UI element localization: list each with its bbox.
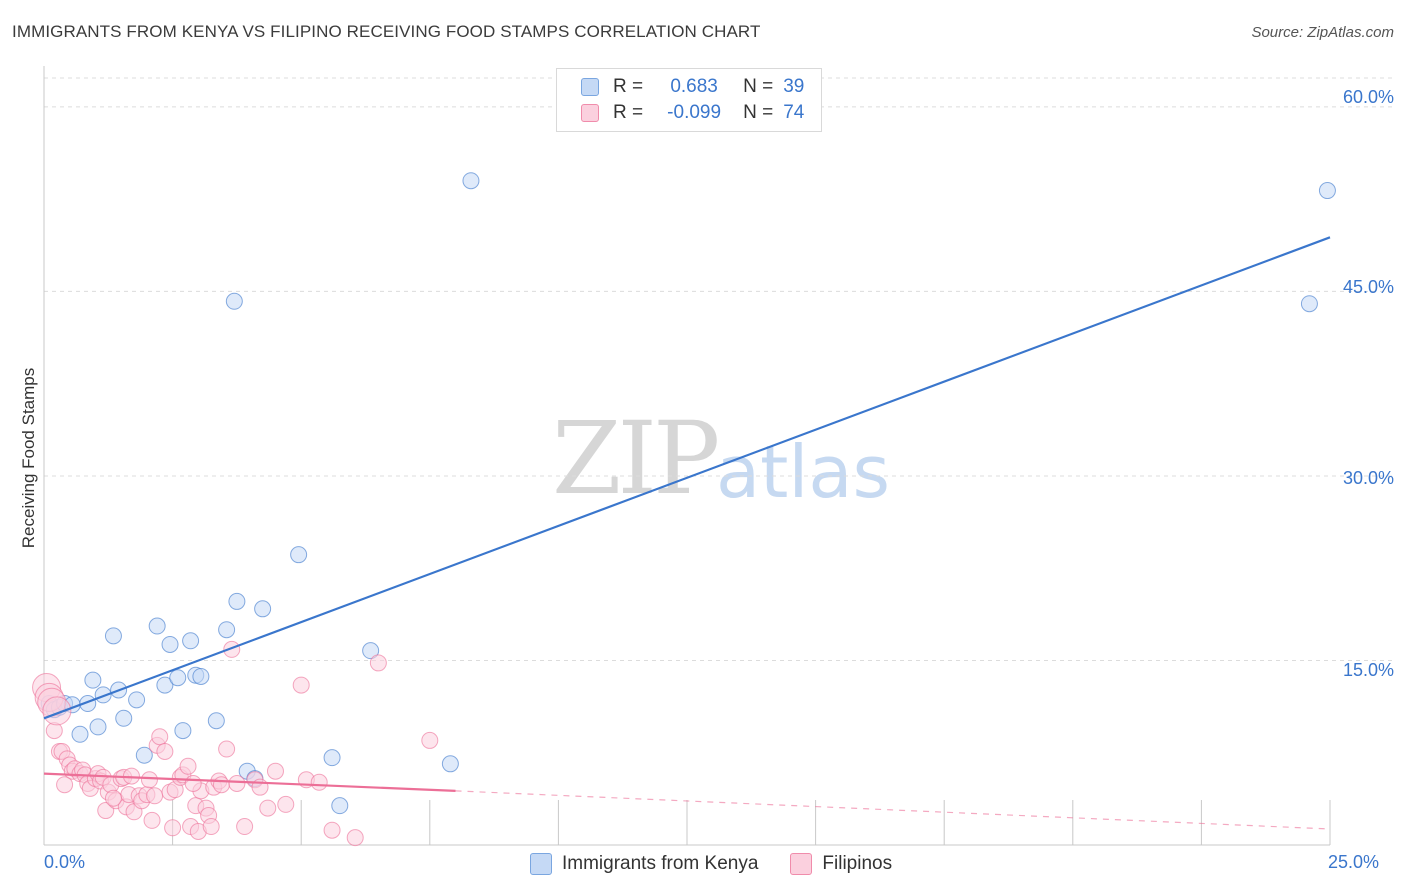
kenya-point-16	[156, 676, 174, 694]
kenya-point-29	[254, 600, 272, 618]
filipinos-point-61	[259, 799, 277, 817]
kenya-point-36	[1300, 295, 1318, 313]
filipinos-point-44	[179, 757, 197, 775]
filipinos-point-38	[156, 743, 174, 761]
kenya-point-25	[225, 292, 243, 310]
watermark-atlas: atlas	[716, 430, 890, 514]
filipinos-point-70	[421, 731, 439, 749]
filipinos-point-33	[140, 771, 158, 789]
filipinos-point-63	[277, 795, 295, 813]
legend-item-kenya: Immigrants from Kenya	[530, 853, 758, 875]
kenya-point-22	[192, 667, 210, 685]
filipinos-point-67	[323, 821, 341, 839]
filipinos-point-51	[202, 818, 220, 836]
filipinos-point-64	[292, 676, 310, 694]
legend-row-filipinos: R = -0.099 N = 74	[581, 101, 804, 125]
filipinos-point-57	[228, 774, 246, 792]
filipinos-point-20	[97, 802, 115, 820]
filipinos-point-37	[151, 728, 169, 746]
kenya-point-17	[161, 635, 179, 653]
kenya-point-32	[331, 797, 349, 815]
correlation-legend: R = 0.683 N = 39 R = -0.099 N = 74	[556, 68, 822, 132]
kenya-point-34	[441, 755, 459, 773]
kenya-point-20	[182, 632, 200, 650]
kenya-point-33	[362, 642, 380, 660]
kenya-n-value: 39	[783, 76, 805, 97]
filipinos-point-55	[218, 740, 236, 758]
legend-item-filipinos: Filipinos	[790, 853, 892, 875]
x-tick-max: 25.0%	[1328, 852, 1380, 872]
filipinos-trendline	[43, 772, 456, 792]
filipinos-point-73	[184, 774, 202, 792]
legend-kenya-swatch	[530, 853, 552, 875]
source-label: Source: ZipAtlas.com	[1251, 24, 1394, 41]
y-tick-15: 15.0%	[1342, 660, 1394, 680]
filipinos-r-value: -0.099	[667, 102, 722, 123]
kenya-point-12	[115, 709, 133, 727]
filipinos-point-4	[42, 696, 72, 726]
kenya-point-18	[169, 669, 187, 687]
legend-filipinos-swatch	[790, 853, 813, 875]
x-tick-min: 0.0%	[44, 852, 86, 872]
legend-row-kenya: R = 0.683 N = 39	[581, 75, 804, 99]
filipinos-n-value: 74	[783, 102, 805, 123]
filipinos-point-40	[164, 819, 182, 837]
kenya-swatch	[581, 78, 599, 96]
filipinos-point-35	[146, 787, 164, 805]
kenya-point-7	[84, 671, 102, 689]
y-tick-30: 30.0%	[1342, 468, 1394, 488]
filipinos-r-label: R =	[613, 102, 644, 123]
kenya-n-label: N =	[743, 76, 774, 97]
kenya-point-10	[104, 627, 122, 645]
filipinos-point-69	[369, 654, 387, 672]
kenya-point-24	[218, 621, 236, 639]
legend-kenya-label: Immigrants from Kenya	[562, 853, 759, 874]
kenya-point-14	[135, 746, 153, 764]
filipinos-n-label: N =	[743, 102, 774, 123]
filipinos-point-71	[56, 776, 74, 794]
y-tick-45: 45.0%	[1342, 277, 1394, 297]
filipinos-point-58	[236, 818, 254, 836]
filipinos-point-62	[266, 762, 284, 780]
kenya-r-value: 0.683	[670, 76, 718, 97]
kenya-point-23	[207, 712, 225, 730]
filipinos-point-34	[143, 811, 161, 829]
kenya-trendline	[43, 236, 1331, 720]
kenya-point-15	[148, 617, 166, 635]
kenya-point-19	[174, 722, 192, 740]
y-tick-60: 60.0%	[1342, 87, 1394, 107]
filipinos-point-54	[212, 776, 230, 794]
chart-title: IMMIGRANTS FROM KENYA VS FILIPINO RECEIV…	[12, 22, 761, 41]
kenya-point-30	[290, 546, 308, 564]
filipinos-swatch	[581, 104, 599, 122]
kenya-point-26	[228, 592, 246, 610]
kenya-point-9	[94, 686, 112, 704]
kenya-point-31	[323, 749, 341, 767]
kenya-point-8	[89, 718, 107, 736]
kenya-r-label: R =	[613, 76, 644, 97]
series-legend: Immigrants from Kenya Filipinos	[530, 852, 924, 876]
filipinos-point-72	[104, 789, 122, 807]
kenya-point-5	[71, 725, 89, 743]
kenya-point-13	[128, 691, 146, 709]
legend-filipinos-label: Filipinos	[822, 853, 893, 874]
kenya-point-35	[462, 172, 480, 190]
kenya-point-37	[1318, 182, 1336, 200]
filipinos-trendline-extension	[455, 790, 1331, 830]
filipinos-point-66	[310, 773, 328, 791]
filipinos-point-68	[346, 829, 364, 847]
